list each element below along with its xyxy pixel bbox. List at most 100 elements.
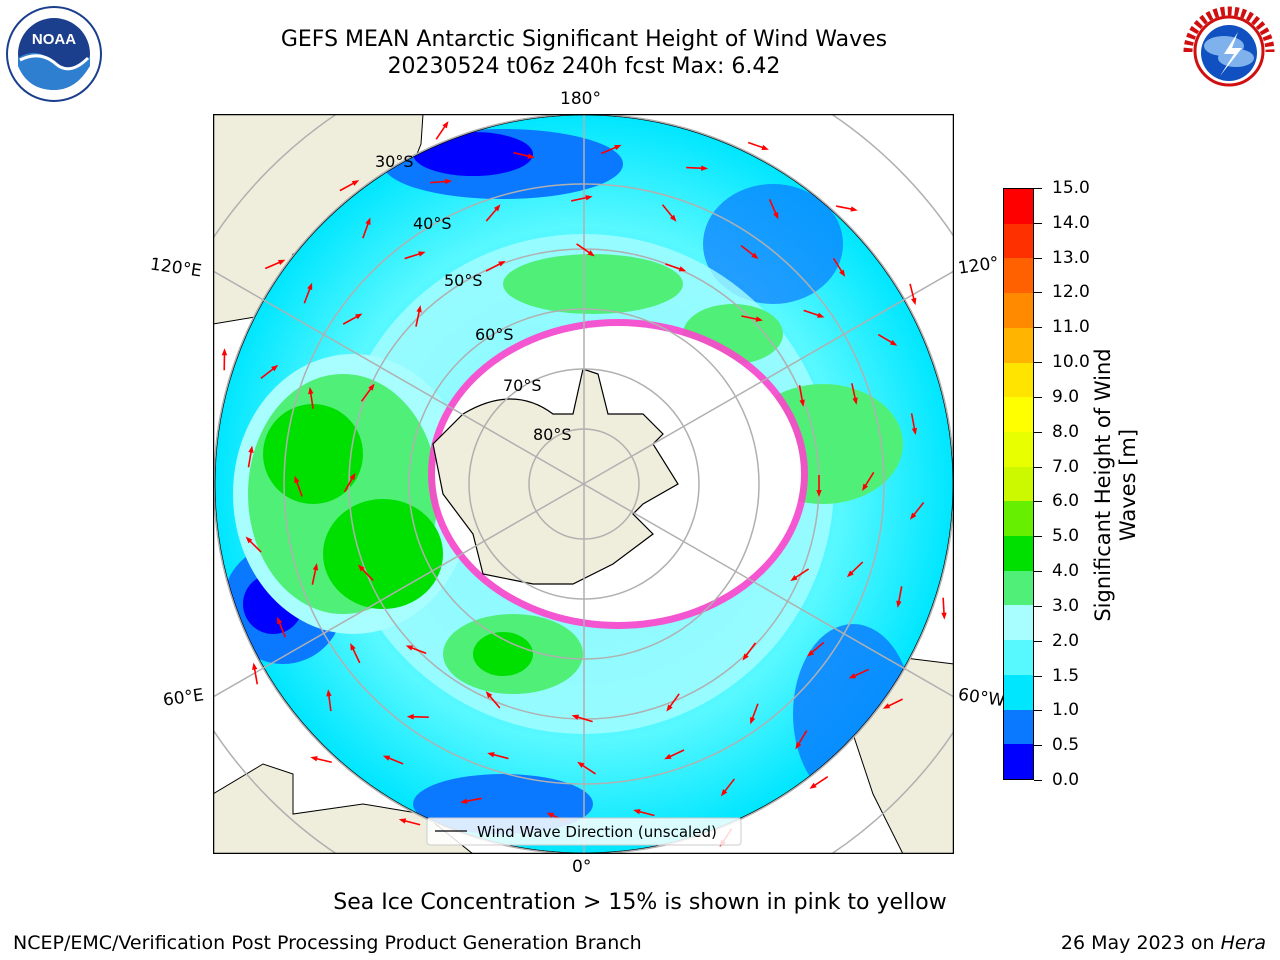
- wave-direction-arrow: [942, 597, 945, 616]
- colorbar-tick-label: 10.0: [1052, 352, 1090, 373]
- wave-direction-arrowhead: [498, 260, 506, 267]
- colorbar-tick-label: 0.0: [1052, 770, 1080, 790]
- wave-direction-arrowhead: [365, 217, 371, 225]
- colorbar-tick: [1034, 327, 1042, 329]
- wave-direction-arrowhead: [664, 753, 672, 760]
- wave-direction-arrowhead: [669, 214, 677, 222]
- polar-map: 30°S 40°S 50°S 60°S 70°S 80°S Wind Wave …: [213, 114, 954, 854]
- lat-label-30s: 30°S: [375, 152, 414, 171]
- wave-direction-arrow: [863, 471, 875, 489]
- wave-direction-arrowhead: [442, 121, 449, 129]
- lat-label-40s: 40°S: [413, 214, 452, 233]
- colorbar-band: [1004, 605, 1033, 641]
- wave-direction-arrowhead: [382, 755, 391, 761]
- colorbar-tick: [1034, 710, 1042, 712]
- colorbar-band: [1004, 327, 1033, 363]
- wave-direction-arrow: [740, 244, 756, 258]
- wave-direction-arrow: [463, 797, 482, 803]
- colorbar-tick: [1034, 605, 1042, 607]
- wave-direction-arrowhead: [416, 305, 422, 313]
- credit-left: NCEP/EMC/Verification Post Processing Pr…: [13, 932, 642, 954]
- wave-direction-arrow: [812, 776, 829, 788]
- colorbar-band: [1004, 293, 1033, 328]
- wave-direction-arrowhead: [909, 512, 917, 520]
- colorbar-label: Significant Height of Wind Waves [m]: [1091, 325, 1141, 645]
- wave-direction-arrowhead: [485, 691, 493, 699]
- wave-direction-arrow: [722, 778, 736, 794]
- wave-direction-arrowhead: [294, 475, 300, 484]
- wave-direction-arrow: [836, 205, 855, 211]
- wave-direction-arrow: [247, 538, 262, 553]
- wave-direction-arrow: [849, 561, 864, 576]
- wave-direction-arrowhead: [546, 812, 555, 818]
- map-legend: Wind Wave Direction (unscaled): [426, 817, 742, 846]
- colorbar-tick-label: 0.5: [1052, 735, 1080, 756]
- colorbar-band: [1004, 431, 1033, 467]
- wave-direction-arrow: [686, 166, 705, 170]
- wave-direction-arrowhead: [750, 716, 756, 725]
- colorbar-tick-label: 8.0: [1052, 421, 1080, 442]
- wave-direction-arrow: [768, 198, 778, 217]
- colorbar-tick: [1034, 362, 1042, 364]
- colorbar-tick-label: 14.0: [1052, 212, 1090, 233]
- wave-direction-arrowhead: [882, 703, 891, 709]
- colorbar-tick: [1034, 188, 1042, 189]
- wave-direction-arrow: [485, 262, 503, 272]
- colorbar-label-line1: Significant Height of Wind: [1091, 348, 1115, 622]
- wave-direction-arrow: [803, 309, 821, 317]
- wave-direction-arrowhead: [720, 789, 728, 797]
- colorbar-band: [1004, 709, 1033, 745]
- wave-direction-arrow: [910, 413, 916, 432]
- wave-direction-arrow: [311, 566, 317, 585]
- wave-direction-arrow: [909, 283, 916, 302]
- lon-label-top: 180°: [560, 89, 601, 109]
- wave-direction-arrow: [851, 668, 870, 678]
- colorbar-tick-label: 11.0: [1052, 317, 1090, 338]
- wave-direction-arrowhead: [277, 259, 286, 266]
- wave-direction-arrow: [253, 666, 259, 685]
- wave-direction-arrowhead: [252, 662, 258, 670]
- colorbar-tick-label: 7.0: [1052, 456, 1080, 477]
- wave-direction-arrowhead: [312, 563, 319, 571]
- wave-direction-arrowhead: [795, 742, 802, 750]
- lon-label-lower-left: 60°E: [161, 685, 206, 711]
- wave-direction-arrow: [327, 693, 332, 712]
- wave-direction-arrowhead: [666, 704, 673, 712]
- wave-direction-arrowhead: [817, 312, 825, 318]
- wave-direction-arrowhead: [418, 251, 426, 257]
- colorbar-tick-label: 15.0: [1052, 178, 1090, 198]
- colorbar-tick: [1034, 501, 1042, 503]
- lat-label-50s: 50°S: [444, 271, 483, 290]
- wave-direction-arrowhead: [245, 536, 253, 544]
- colorbar-tick: [1034, 292, 1042, 294]
- wave-direction-arrowhead: [850, 206, 858, 212]
- nws-logo: [1182, 4, 1276, 98]
- wave-direction-arrowhead: [799, 399, 805, 407]
- wave-direction-arrow: [661, 204, 675, 220]
- wave-direction-arrowhead: [751, 252, 759, 260]
- wave-direction-arrowhead: [248, 445, 254, 453]
- legend-label: Wind Wave Direction (unscaled): [477, 823, 717, 841]
- colorbar-tick: [1034, 675, 1042, 677]
- colorbar-tick-label: 9.0: [1052, 386, 1080, 407]
- wave-direction-arrowhead: [848, 673, 857, 679]
- colorbar-tick-label: 5.0: [1052, 526, 1080, 547]
- wave-direction-arrowhead: [571, 714, 580, 720]
- colorbar-band: [1004, 397, 1033, 432]
- wave-direction-arrowhead: [941, 612, 947, 620]
- wave-direction-arrow: [793, 568, 810, 580]
- chart-title: GEFS MEAN Antarctic Significant Height o…: [280, 27, 888, 52]
- noaa-logo-text: NOAA: [32, 31, 76, 48]
- wave-direction-arrowhead: [326, 689, 332, 697]
- colorbar-label-line2: Waves [m]: [1116, 428, 1140, 542]
- lat-label-60s: 60°S: [475, 325, 514, 344]
- wave-direction-arrow: [362, 220, 370, 239]
- colorbar-tick: [1034, 466, 1042, 468]
- wave-direction-arrowhead: [742, 653, 749, 661]
- wave-direction-arrowhead: [577, 761, 585, 768]
- lat-label-80s: 80°S: [533, 425, 572, 444]
- wave-direction-arrow: [260, 366, 276, 379]
- wave-direction-arrow: [487, 693, 501, 709]
- wave-direction-arrow: [886, 698, 903, 708]
- colorbar-tick: [1034, 431, 1042, 433]
